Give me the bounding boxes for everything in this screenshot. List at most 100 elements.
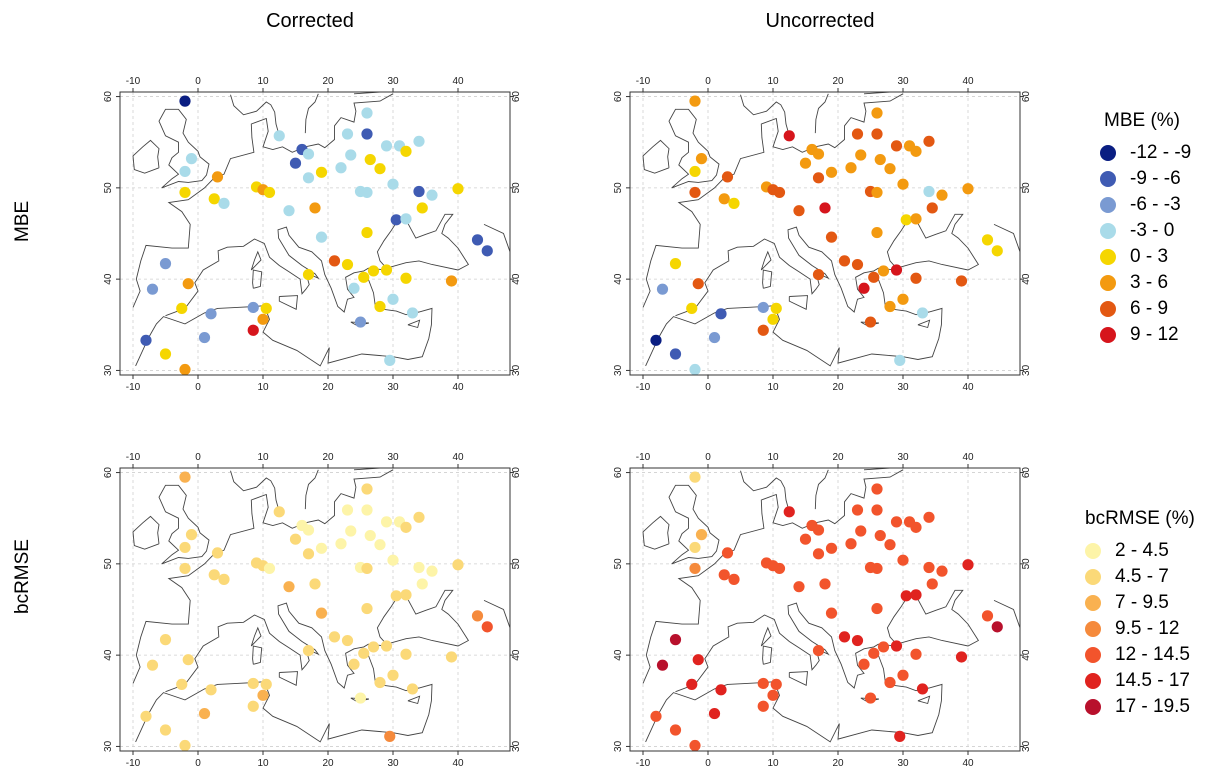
- station-marker: [358, 271, 370, 283]
- coastline: [252, 645, 263, 665]
- station-marker: [851, 258, 864, 271]
- x-tick-label: 10: [767, 76, 779, 87]
- station-marker: [812, 524, 825, 536]
- station-marker: [812, 148, 825, 160]
- coastline: [132, 93, 394, 308]
- station-marker: [205, 684, 217, 696]
- coastline: [675, 589, 980, 693]
- legend-item: 2 - 4.5: [1085, 538, 1195, 564]
- station-marker: [263, 186, 276, 199]
- legend-item: 7 - 9.5: [1085, 590, 1195, 616]
- station-marker: [991, 621, 1003, 633]
- station-marker: [757, 677, 769, 690]
- station-marker: [159, 724, 172, 736]
- station-marker: [247, 677, 259, 690]
- y-tick-label: 30: [1021, 740, 1032, 752]
- station-marker: [812, 268, 825, 281]
- x-tick-label: 40: [962, 76, 974, 87]
- y-tick-label: 60: [1021, 467, 1032, 479]
- coastline: [158, 484, 210, 565]
- station-marker: [179, 471, 191, 483]
- station-marker: [916, 683, 929, 695]
- coastline: [135, 654, 433, 743]
- y-tick-label: 40: [103, 273, 114, 285]
- legend-swatch: [1085, 699, 1101, 715]
- coastline: [230, 94, 280, 136]
- station-marker: [273, 130, 285, 142]
- station-marker: [877, 641, 890, 653]
- legend-item: 12 - 14.5: [1085, 642, 1195, 668]
- legend-item: 9 - 12: [1100, 322, 1191, 348]
- y-tick-label: 60: [1021, 91, 1032, 103]
- station-marker: [361, 128, 373, 140]
- station-marker: [721, 171, 734, 183]
- station-marker: [721, 547, 734, 559]
- x-tick-label: -10: [636, 76, 651, 87]
- legend-item: -9 - -6: [1100, 166, 1191, 192]
- x-tick-label: 10: [767, 452, 779, 463]
- coastline: [762, 645, 773, 665]
- station-marker: [799, 533, 812, 545]
- station-marker: [858, 282, 870, 294]
- station-marker: [884, 539, 896, 551]
- x-tick-label: 0: [705, 452, 711, 463]
- station-marker: [825, 542, 838, 554]
- station-marker: [179, 363, 191, 376]
- station-marker: [871, 483, 883, 495]
- legend-label: 7 - 9.5: [1115, 592, 1169, 613]
- y-tick-label: 60: [613, 467, 624, 479]
- station-marker: [689, 165, 701, 178]
- x-tick-label: 20: [322, 452, 334, 463]
- x-tick-label: -10: [636, 758, 651, 769]
- legend-swatch: [1100, 301, 1116, 317]
- station-marker: [858, 658, 870, 670]
- station-marker: [864, 692, 877, 704]
- station-marker: [686, 678, 698, 690]
- station-marker: [767, 689, 779, 701]
- station-marker: [400, 272, 412, 284]
- station-marker: [669, 348, 682, 360]
- station-marker: [198, 331, 211, 344]
- station-marker: [247, 700, 259, 712]
- legend-swatch: [1100, 327, 1116, 343]
- station-marker: [345, 149, 357, 161]
- station-marker: [198, 707, 211, 720]
- x-tick-label: 30: [387, 758, 399, 769]
- x-tick-label: 30: [387, 382, 399, 393]
- station-marker: [315, 166, 328, 178]
- station-marker: [923, 185, 935, 198]
- station-marker: [452, 559, 464, 571]
- coastline: [675, 213, 980, 317]
- station-marker: [416, 202, 428, 214]
- station-marker: [884, 300, 896, 313]
- station-marker: [689, 541, 701, 554]
- y-tick-label: 30: [511, 364, 522, 376]
- x-tick-label: 20: [322, 758, 334, 769]
- station-marker: [864, 316, 877, 328]
- legend-swatch: [1085, 595, 1101, 611]
- legend-item: 4.5 - 7: [1085, 564, 1195, 590]
- station-marker: [793, 581, 805, 593]
- station-marker: [871, 128, 883, 140]
- station-marker: [669, 634, 682, 646]
- x-tick-label: -10: [126, 76, 141, 87]
- legend-label: 9.5 - 12: [1115, 618, 1180, 639]
- station-marker: [910, 648, 922, 660]
- station-marker: [799, 157, 812, 169]
- x-tick-label: 30: [387, 76, 399, 87]
- coastline: [483, 223, 511, 252]
- x-tick-label: 40: [452, 382, 464, 393]
- legend-item: 6 - 9: [1100, 296, 1191, 322]
- station-marker: [159, 258, 172, 270]
- coastline: [788, 671, 808, 686]
- station-marker: [773, 186, 786, 199]
- station-marker: [367, 641, 380, 653]
- x-tick-label: 20: [832, 758, 844, 769]
- station-marker: [871, 562, 883, 575]
- station-marker: [309, 202, 321, 214]
- station-marker: [335, 538, 347, 550]
- station-marker: [923, 561, 935, 574]
- x-tick-label: 10: [257, 452, 269, 463]
- station-marker: [689, 95, 701, 107]
- station-marker: [361, 107, 373, 119]
